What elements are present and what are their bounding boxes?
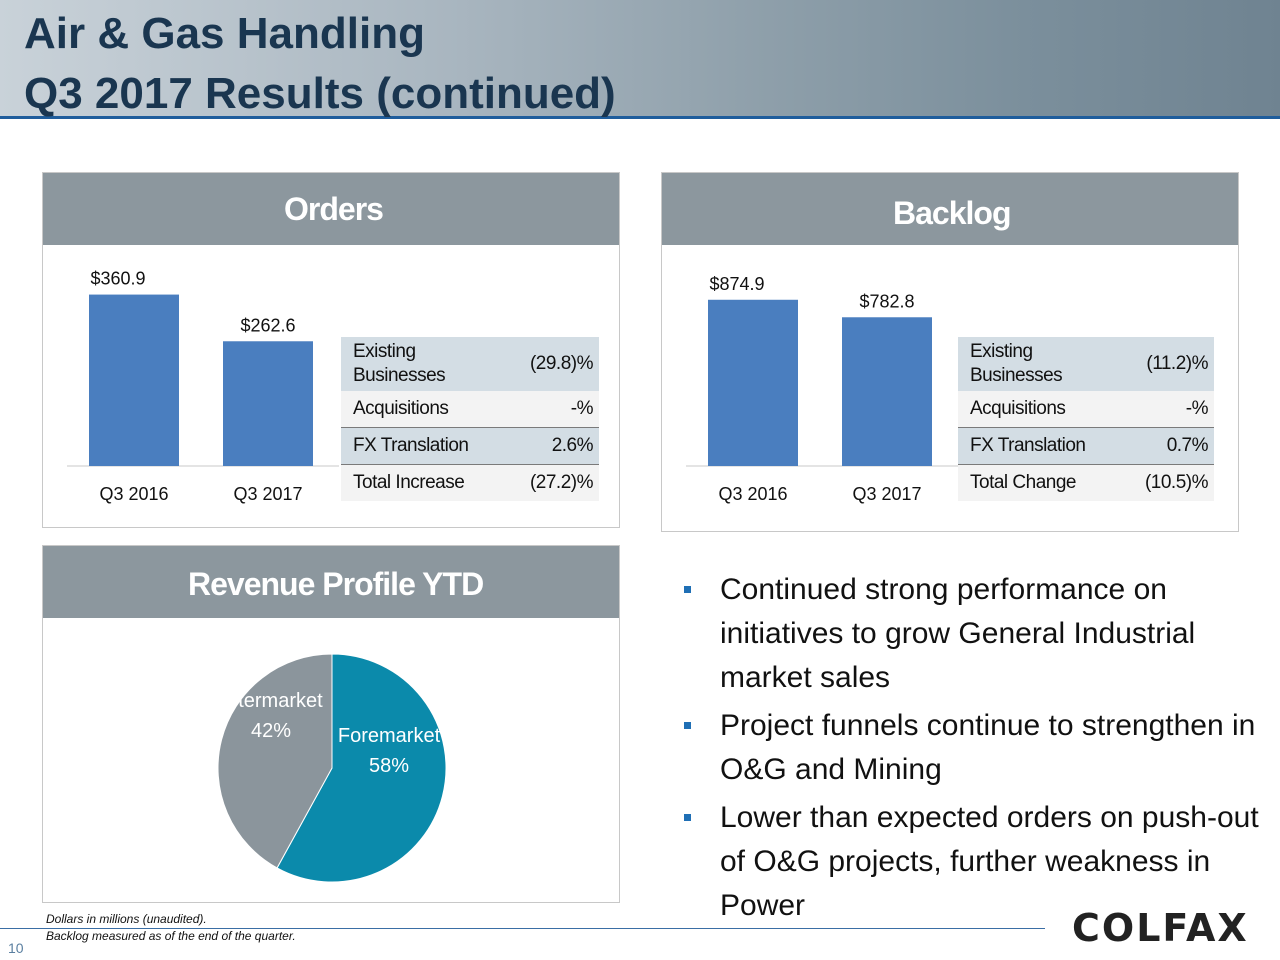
- backlog-panel: Backlog $874.9 Q3 2016 $782.8 Q3 2017 Exist…: [661, 172, 1239, 532]
- backlog-bridge-table: Existing Businesses (11.2)% Acquisitions…: [958, 337, 1214, 501]
- backlog-row-label: FX Translation: [958, 427, 1118, 465]
- backlog-row-value: -%: [1117, 391, 1214, 428]
- orders-row-fx: FX Translation 2.6%: [341, 427, 599, 465]
- orders-row-label: Businesses: [353, 365, 446, 386]
- data-label: $782.8: [859, 291, 914, 311]
- orders-row-label: Existing: [353, 341, 416, 362]
- bullet-item: Project funnels continue to strengthen i…: [678, 704, 1268, 792]
- footnote-units: Dollars in millions (unaudited).: [46, 912, 207, 926]
- bullet-item: Lower than expected orders on push-out o…: [678, 796, 1268, 928]
- data-label: $874.9: [709, 274, 764, 294]
- orders-bridge-table: Existing Businesses (29.8)% Acquisitions…: [341, 337, 599, 501]
- orders-panel: Orders $360.9 Q3 2016 $262.6 Q3 2017 Existi…: [42, 172, 620, 528]
- pie-value-aftermarket: 42%: [251, 720, 291, 742]
- backlog-row-label: Acquisitions: [958, 391, 1118, 428]
- title-underline: [0, 116, 1280, 119]
- bullet-item: Continued strong performance on initiati…: [678, 568, 1268, 700]
- bar-q3-2017: [223, 341, 313, 466]
- orders-row-acquisitions: Acquisitions -%: [341, 391, 599, 428]
- revenue-profile-panel: Revenue Profile YTD Foremarket 58% Afterma…: [42, 545, 620, 903]
- bullet-square-icon: [684, 586, 691, 593]
- title-banner: [0, 0, 1280, 118]
- orders-panel-header: Orders: [43, 173, 619, 245]
- commentary-bullets: Continued strong performance on initiati…: [678, 568, 1268, 932]
- bullet-text: Lower than expected orders on push-out o…: [720, 801, 1259, 922]
- orders-row-value: 2.6%: [501, 427, 599, 465]
- orders-row-existing: Existing Businesses (29.8)%: [341, 337, 599, 391]
- orders-bar-chart: $360.9 Q3 2016 $262.6 Q3 2017: [67, 269, 339, 504]
- orders-row-value: -%: [501, 391, 599, 428]
- orders-row-value: (29.8)%: [501, 337, 599, 391]
- backlog-row-label: Existing: [970, 341, 1033, 362]
- backlog-heading: Backlog: [893, 195, 1011, 231]
- x-tick-label: Q3 2016: [718, 484, 787, 504]
- footnote-backlog: Backlog measured as of the end of the qu…: [46, 929, 296, 943]
- backlog-row-label: Businesses: [970, 365, 1063, 386]
- backlog-bar-chart: $874.9 Q3 2016 $782.8 Q3 2017: [686, 274, 958, 504]
- bullet-square-icon: [684, 814, 691, 821]
- bar-q3-2016: [708, 299, 798, 466]
- x-tick-label: Q3 2017: [852, 484, 921, 504]
- backlog-panel-header: Backlog: [662, 173, 1238, 245]
- revenue-panel-header: Revenue Profile YTD: [43, 546, 619, 618]
- data-label: $360.9: [90, 269, 145, 289]
- footer-rule: [0, 928, 1045, 929]
- bar-q3-2016: [89, 294, 179, 466]
- colfax-logo: COLFAX: [1072, 906, 1249, 950]
- backlog-row-value: (11.2)%: [1117, 337, 1214, 391]
- pie-label-aftermarket: Aftermarket: [219, 690, 323, 712]
- backlog-row-value: (10.5)%: [1117, 464, 1214, 501]
- pie-slice-aftermarket: [217, 653, 333, 869]
- orders-row-label: Total Increase: [341, 464, 502, 501]
- x-tick-label: Q3 2017: [233, 484, 302, 504]
- data-label: $262.6: [240, 315, 295, 335]
- bullet-text: Project funnels continue to strengthen i…: [720, 709, 1256, 786]
- page-number: 10: [8, 940, 24, 956]
- orders-row-total: Total Increase (27.2)%: [341, 464, 599, 501]
- pie-value-foremarket: 58%: [369, 755, 409, 777]
- backlog-row-label: Total Change: [958, 464, 1118, 501]
- x-tick-label: Q3 2016: [99, 484, 168, 504]
- backlog-row-total: Total Change (10.5)%: [958, 464, 1214, 501]
- revenue-pie-chart: Foremarket 58% Aftermarket 42%: [217, 653, 447, 883]
- bullet-square-icon: [684, 722, 691, 729]
- backlog-row-acquisitions: Acquisitions -%: [958, 391, 1214, 428]
- revenue-heading: Revenue Profile YTD: [188, 566, 484, 602]
- orders-heading: Orders: [284, 191, 384, 227]
- orders-row-value: (27.2)%: [501, 464, 599, 501]
- orders-row-label: FX Translation: [341, 427, 502, 465]
- backlog-row-fx: FX Translation 0.7%: [958, 427, 1214, 465]
- pie-label-foremarket: Foremarket: [338, 725, 441, 747]
- bar-q3-2017: [842, 317, 932, 466]
- bullet-text: Continued strong performance on initiati…: [720, 573, 1196, 694]
- backlog-row-existing: Existing Businesses (11.2)%: [958, 337, 1214, 391]
- slide-title-line2: Q3 2017 Results (continued): [24, 69, 616, 118]
- slide-title-line1: Air & Gas Handling: [24, 9, 425, 58]
- pie-slice-foremarket: [276, 653, 447, 883]
- orders-row-label: Acquisitions: [341, 391, 502, 428]
- backlog-row-value: 0.7%: [1117, 427, 1214, 465]
